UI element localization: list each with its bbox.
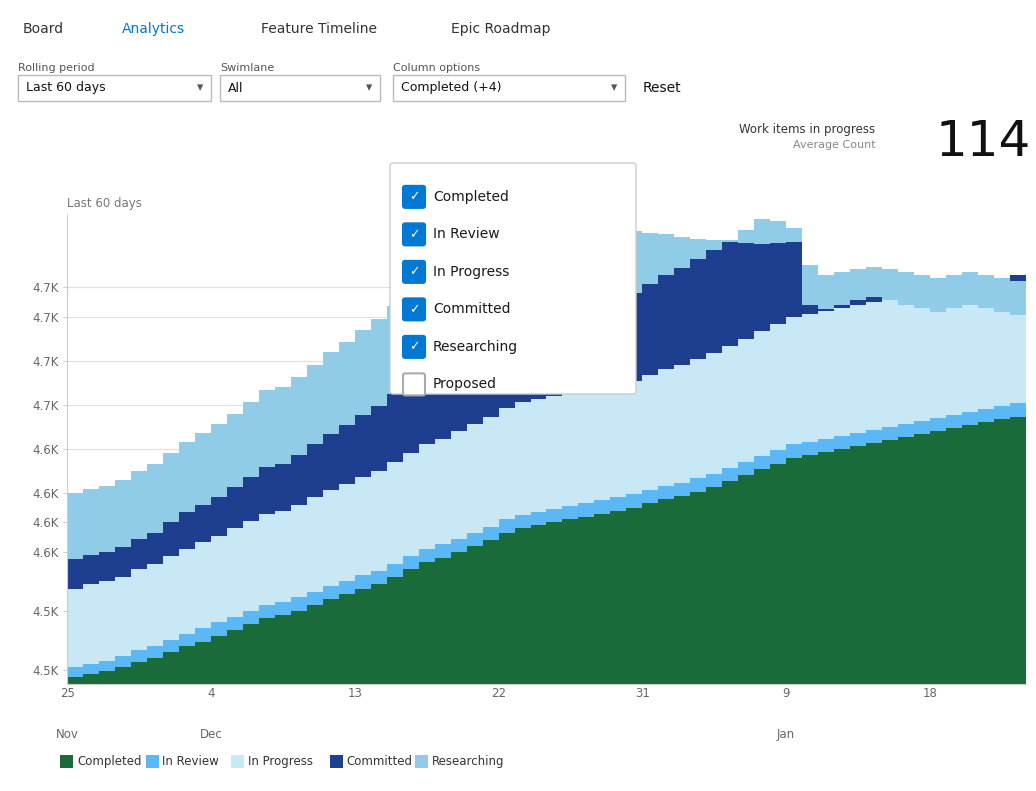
FancyBboxPatch shape	[403, 373, 425, 396]
Text: Reset: Reset	[643, 81, 682, 95]
Text: ✓: ✓	[409, 265, 420, 278]
Text: Work items in progress: Work items in progress	[740, 123, 875, 136]
Text: Researching: Researching	[433, 340, 518, 354]
Text: Proposed: Proposed	[433, 377, 497, 392]
Text: ▾: ▾	[197, 81, 203, 94]
Text: ✓: ✓	[409, 228, 420, 241]
Text: ▾: ▾	[611, 81, 617, 94]
FancyBboxPatch shape	[220, 75, 380, 101]
FancyBboxPatch shape	[18, 75, 211, 101]
Text: 114: 114	[936, 119, 1031, 166]
Text: Completed (+4): Completed (+4)	[401, 81, 501, 94]
FancyBboxPatch shape	[403, 298, 425, 320]
Bar	[60, 755, 73, 768]
Bar	[329, 755, 343, 768]
Bar	[415, 755, 428, 768]
Text: Dec: Dec	[200, 728, 223, 740]
Bar	[231, 755, 244, 768]
Text: ✓: ✓	[409, 191, 420, 203]
Text: Jan: Jan	[777, 728, 795, 740]
Text: Completed: Completed	[77, 755, 142, 768]
Text: ▾: ▾	[366, 81, 372, 94]
Text: All: All	[228, 81, 243, 94]
Text: Committed: Committed	[433, 302, 511, 316]
Text: Rolling period: Rolling period	[18, 63, 94, 73]
Text: Column options: Column options	[393, 63, 480, 73]
FancyBboxPatch shape	[403, 261, 425, 283]
Text: Average Count: Average Count	[793, 140, 875, 150]
FancyBboxPatch shape	[393, 75, 625, 101]
Text: In Review: In Review	[433, 227, 499, 241]
Text: Researching: Researching	[432, 755, 505, 768]
Text: ✓: ✓	[409, 340, 420, 354]
Text: In Progress: In Progress	[433, 265, 510, 279]
Text: Board: Board	[23, 22, 64, 36]
Text: In Progress: In Progress	[248, 755, 313, 768]
Text: ✓: ✓	[409, 303, 420, 316]
Text: Nov: Nov	[56, 728, 79, 740]
FancyBboxPatch shape	[403, 186, 425, 208]
Text: In Review: In Review	[163, 755, 220, 768]
Text: Completed: Completed	[433, 190, 509, 204]
Text: Committed: Committed	[346, 755, 412, 768]
FancyBboxPatch shape	[403, 336, 425, 358]
FancyBboxPatch shape	[390, 163, 636, 394]
Bar	[145, 755, 159, 768]
Text: Swimlane: Swimlane	[220, 63, 275, 73]
Text: Analytics: Analytics	[122, 22, 185, 36]
Text: Feature Timeline: Feature Timeline	[261, 22, 377, 36]
Text: Last 60 days: Last 60 days	[67, 197, 142, 210]
FancyBboxPatch shape	[403, 223, 425, 245]
Text: Last 60 days: Last 60 days	[26, 81, 106, 94]
Text: Epic Roadmap: Epic Roadmap	[451, 22, 550, 36]
